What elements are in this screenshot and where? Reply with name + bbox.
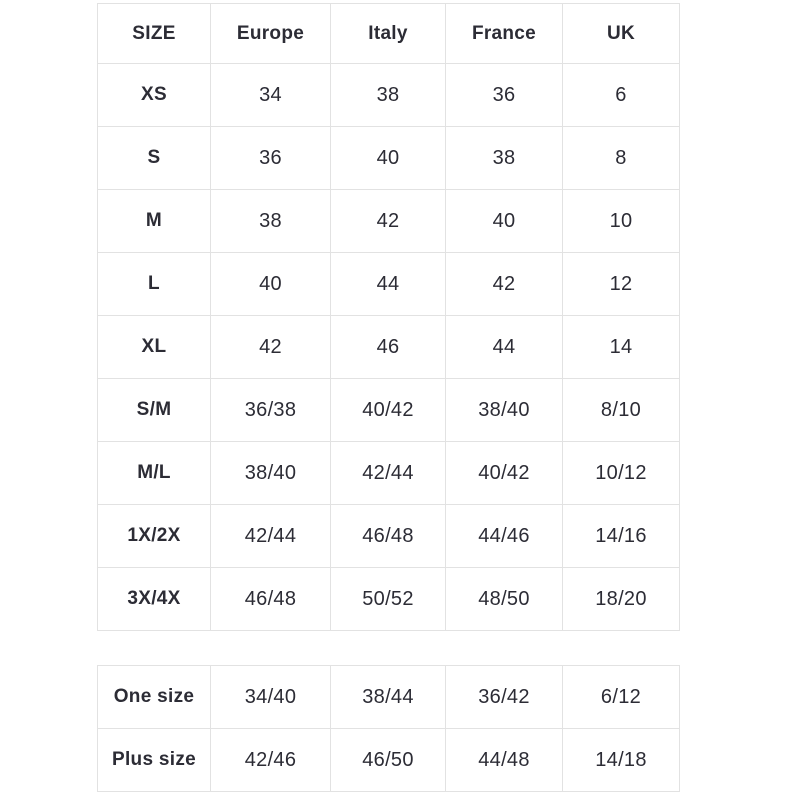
france-value-cell: 44/48 [445, 728, 563, 792]
column-header-europe: Europe [210, 3, 331, 64]
europe-value-cell: 34/40 [210, 665, 331, 729]
uk-value-cell: 6 [562, 63, 680, 127]
table-row: Plus size 42/46 46/50 44/48 14/18 [97, 728, 680, 792]
column-header-size: SIZE [97, 3, 211, 64]
table-row: 1X/2X 42/44 46/48 44/46 14/16 [97, 504, 680, 568]
table-row: 3X/4X 46/48 50/52 48/50 18/20 [97, 567, 680, 631]
europe-value-cell: 36/38 [210, 378, 331, 442]
size-conversion-page: SIZE Europe Italy France UK XS 34 38 36 … [97, 3, 680, 792]
table-row: One size 34/40 38/44 36/42 6/12 [97, 665, 680, 729]
france-value-cell: 42 [445, 252, 563, 316]
europe-value-cell: 34 [210, 63, 331, 127]
uk-value-cell: 14/18 [562, 728, 680, 792]
europe-value-cell: 46/48 [210, 567, 331, 631]
europe-value-cell: 36 [210, 126, 331, 190]
table-row: XS 34 38 36 6 [97, 63, 680, 127]
column-header-uk: UK [562, 3, 680, 64]
europe-value-cell: 38 [210, 189, 331, 253]
table-row: M/L 38/40 42/44 40/42 10/12 [97, 441, 680, 505]
italy-value-cell: 50/52 [330, 567, 446, 631]
italy-value-cell: 40/42 [330, 378, 446, 442]
table-header-row: SIZE Europe Italy France UK [97, 3, 680, 64]
france-value-cell: 36 [445, 63, 563, 127]
france-value-cell: 38 [445, 126, 563, 190]
size-label-cell: S [97, 126, 211, 190]
europe-value-cell: 42/44 [210, 504, 331, 568]
europe-value-cell: 40 [210, 252, 331, 316]
italy-value-cell: 46/48 [330, 504, 446, 568]
uk-value-cell: 14 [562, 315, 680, 379]
size-label-cell: 3X/4X [97, 567, 211, 631]
size-label-cell: Plus size [97, 728, 211, 792]
table-row: S/M 36/38 40/42 38/40 8/10 [97, 378, 680, 442]
uk-value-cell: 10/12 [562, 441, 680, 505]
italy-value-cell: 38 [330, 63, 446, 127]
size-label-cell: L [97, 252, 211, 316]
uk-value-cell: 6/12 [562, 665, 680, 729]
table-row: M 38 42 40 10 [97, 189, 680, 253]
uk-value-cell: 12 [562, 252, 680, 316]
column-header-france: France [445, 3, 563, 64]
europe-value-cell: 42/46 [210, 728, 331, 792]
italy-value-cell: 38/44 [330, 665, 446, 729]
uk-value-cell: 8 [562, 126, 680, 190]
europe-value-cell: 42 [210, 315, 331, 379]
italy-value-cell: 42/44 [330, 441, 446, 505]
size-conversion-table: SIZE Europe Italy France UK XS 34 38 36 … [97, 3, 680, 631]
special-sizes-table: One size 34/40 38/44 36/42 6/12 Plus siz… [97, 665, 680, 792]
size-label-cell: M [97, 189, 211, 253]
uk-value-cell: 10 [562, 189, 680, 253]
size-label-cell: 1X/2X [97, 504, 211, 568]
column-header-italy: Italy [330, 3, 446, 64]
europe-value-cell: 38/40 [210, 441, 331, 505]
size-label-cell: One size [97, 665, 211, 729]
uk-value-cell: 8/10 [562, 378, 680, 442]
size-label-cell: XS [97, 63, 211, 127]
italy-value-cell: 42 [330, 189, 446, 253]
france-value-cell: 44 [445, 315, 563, 379]
table-row: L 40 44 42 12 [97, 252, 680, 316]
france-value-cell: 38/40 [445, 378, 563, 442]
italy-value-cell: 44 [330, 252, 446, 316]
italy-value-cell: 40 [330, 126, 446, 190]
france-value-cell: 36/42 [445, 665, 563, 729]
table-row: S 36 40 38 8 [97, 126, 680, 190]
size-label-cell: S/M [97, 378, 211, 442]
size-label-cell: M/L [97, 441, 211, 505]
france-value-cell: 40 [445, 189, 563, 253]
uk-value-cell: 18/20 [562, 567, 680, 631]
france-value-cell: 40/42 [445, 441, 563, 505]
france-value-cell: 44/46 [445, 504, 563, 568]
table-row: XL 42 46 44 14 [97, 315, 680, 379]
italy-value-cell: 46/50 [330, 728, 446, 792]
uk-value-cell: 14/16 [562, 504, 680, 568]
size-label-cell: XL [97, 315, 211, 379]
italy-value-cell: 46 [330, 315, 446, 379]
france-value-cell: 48/50 [445, 567, 563, 631]
